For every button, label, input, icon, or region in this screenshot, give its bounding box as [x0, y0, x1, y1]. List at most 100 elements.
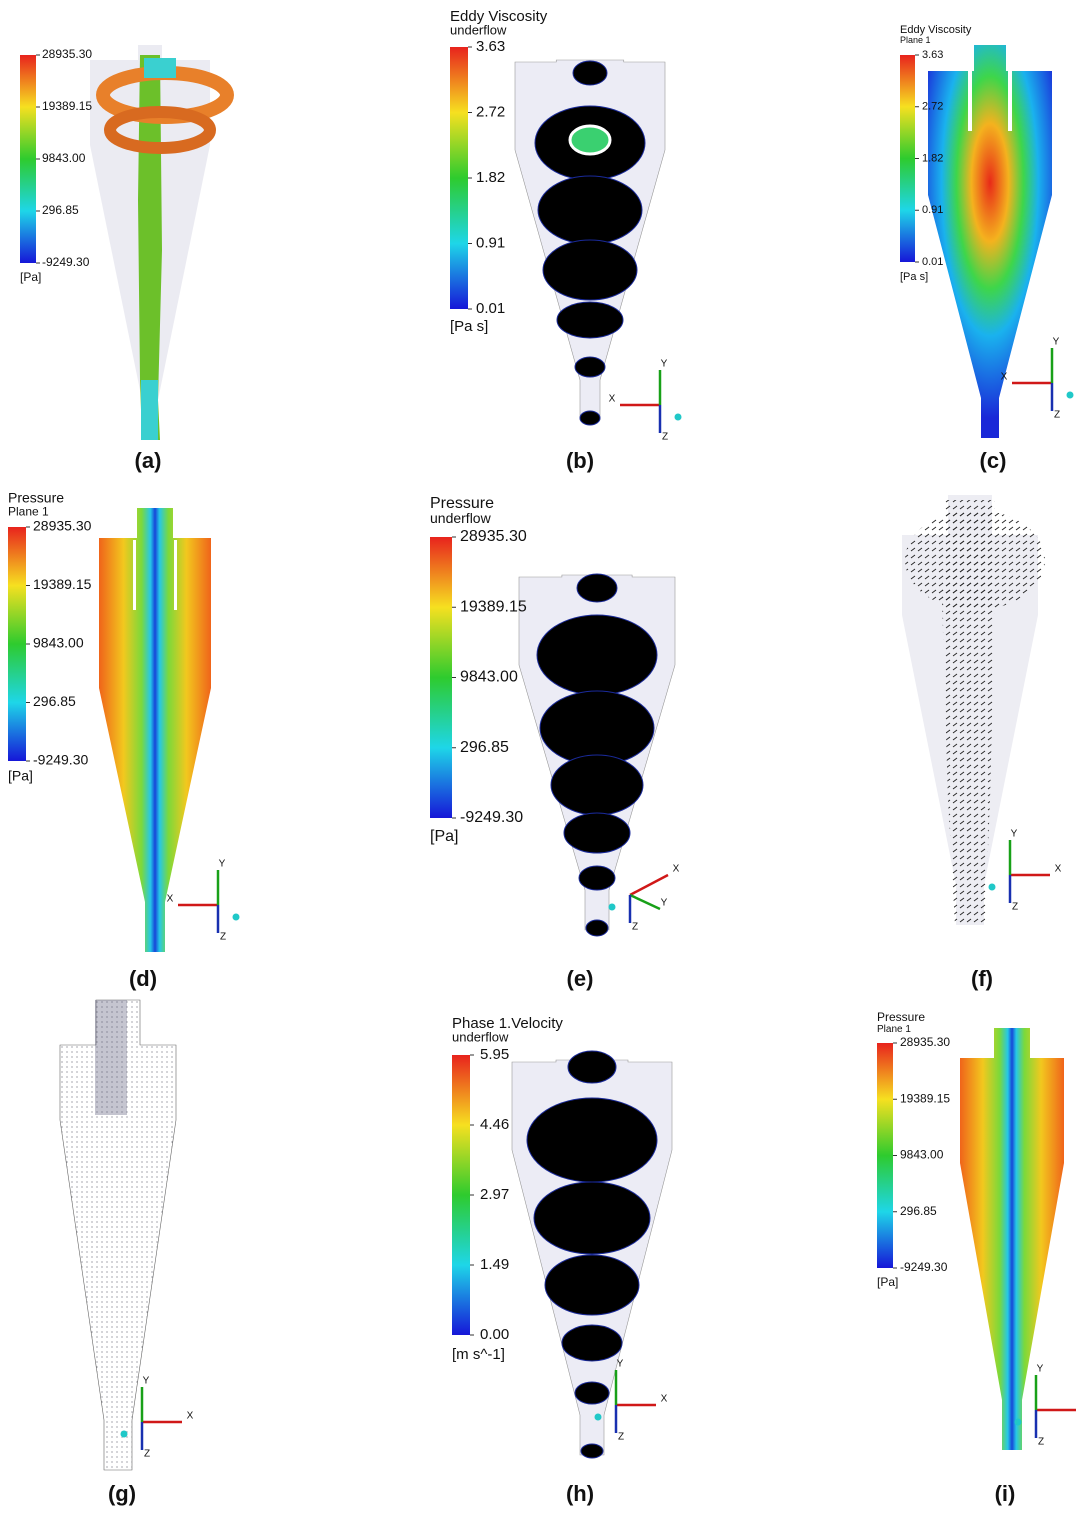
- axis-label: X: [1055, 864, 1062, 875]
- pressure-plane: [960, 1028, 1064, 1450]
- tick-label: 19389.15: [900, 1091, 950, 1105]
- panel: (g): [108, 1481, 136, 1506]
- tick-label: 9843.00: [460, 669, 518, 686]
- axis-label: Z: [220, 932, 226, 943]
- contour-disc: [581, 1444, 603, 1458]
- legend-title: underflow: [452, 1030, 509, 1045]
- tick-label: 28935.30: [460, 528, 527, 545]
- tick-label: -9249.30: [33, 752, 88, 768]
- axis-triad: X Y Z: [609, 359, 682, 443]
- axis-label: Z: [662, 432, 668, 443]
- contour-disc: [545, 1255, 639, 1315]
- color-bar: [450, 47, 468, 309]
- tick-label: 4.46: [480, 1116, 509, 1133]
- panel-label: (d): [129, 966, 157, 991]
- axis-origin: [989, 884, 996, 891]
- panel-label: (g): [108, 1481, 136, 1506]
- axis-label: Z: [1012, 902, 1018, 913]
- tick-label: -9249.30: [900, 1260, 948, 1274]
- legend-unit: [Pa s]: [450, 318, 488, 335]
- contour-disc: [557, 302, 623, 338]
- axis-triad: X Y Z: [989, 829, 1062, 913]
- axis-label: Z: [1038, 1437, 1044, 1448]
- tick-label: -9249.30: [460, 809, 523, 826]
- panel-label: (i): [995, 1481, 1016, 1506]
- contour-disc: [577, 574, 617, 602]
- eddy-viscosity-plane: [928, 45, 1052, 438]
- legend-unit: [Pa]: [8, 768, 33, 784]
- axis-origin: [609, 904, 616, 911]
- legend-title: Pressure: [8, 490, 64, 506]
- contour-disc: [568, 1051, 616, 1083]
- contour-disc: [575, 357, 605, 377]
- vortex-finder: [144, 58, 176, 78]
- axis-origin: [675, 414, 682, 421]
- tick-label: 28935.30: [42, 47, 92, 61]
- contour-disc: [527, 1098, 657, 1182]
- axis-label: Y: [661, 359, 668, 370]
- tick-label: 9843.00: [900, 1148, 944, 1162]
- contour-disc: [579, 866, 615, 890]
- contour-disc: [543, 240, 637, 300]
- legend-title: underflow: [430, 510, 492, 526]
- axis-x: [630, 875, 668, 895]
- contour-disc: [586, 920, 608, 936]
- tick-label: 1.82: [922, 152, 943, 164]
- tick-label: 5.95: [480, 1046, 509, 1063]
- legend-title: Plane 1: [8, 504, 49, 518]
- tick-label: 296.85: [33, 693, 76, 709]
- axis-label: Y: [143, 1376, 150, 1387]
- axis-triad: X Y Z: [167, 859, 240, 943]
- axis-origin: [1067, 392, 1074, 399]
- panel-label: (f): [971, 966, 993, 991]
- axis-label: X: [167, 894, 174, 905]
- pressure-isosurface: [141, 380, 158, 440]
- axis-label: Z: [618, 1432, 624, 1443]
- axis-label: Y: [661, 898, 668, 909]
- color-bar: [877, 1043, 893, 1268]
- axis-label: X: [1001, 372, 1008, 383]
- color-bar: [8, 527, 26, 761]
- panel-label: (b): [566, 448, 594, 473]
- tick-label: 0.00: [480, 1326, 509, 1343]
- axis-label: Y: [219, 859, 226, 870]
- vortex-finder-gap: [174, 540, 177, 610]
- axis-origin: [1015, 1419, 1022, 1426]
- axis-label: X: [187, 1411, 194, 1422]
- axis-label: Y: [1011, 829, 1018, 840]
- contour-disc: [534, 1182, 650, 1254]
- pressure-plane: [99, 508, 211, 952]
- axis-label: Y: [1037, 1364, 1044, 1375]
- tick-label: 9843.00: [42, 151, 86, 165]
- legend-title: Pressure: [877, 1010, 925, 1024]
- tick-label: 19389.15: [460, 598, 527, 615]
- tick-label: -9249.30: [42, 255, 90, 269]
- axis-triad: XYZ: [609, 864, 680, 933]
- tick-label: 28935.30: [900, 1035, 950, 1049]
- tick-label: 3.63: [922, 49, 943, 61]
- axis-label: X: [609, 394, 616, 405]
- tick-label: 2.72: [922, 101, 943, 113]
- tick-label: 296.85: [900, 1204, 937, 1218]
- color-bar: [452, 1055, 470, 1335]
- contour-disc: [575, 1382, 609, 1404]
- tick-label: 19389.15: [42, 99, 92, 113]
- velocity-vectors: [905, 510, 1045, 610]
- contour-disc: [580, 411, 600, 425]
- panel-label: (c): [980, 448, 1007, 473]
- legend-unit: [Pa]: [430, 828, 458, 845]
- tick-label: 296.85: [42, 203, 79, 217]
- tick-label: 0.91: [922, 204, 943, 216]
- tick-label: 0.91: [476, 234, 505, 251]
- legend-title: Plane 1: [900, 35, 931, 45]
- axis-label: Y: [1053, 337, 1060, 348]
- axis-label: Z: [144, 1449, 150, 1460]
- color-bar: [20, 55, 36, 263]
- vortex-finder: [95, 1000, 127, 1115]
- contour-disc: [540, 691, 654, 765]
- contour-disc: [551, 755, 643, 815]
- axis-origin: [595, 1414, 602, 1421]
- tick-label: 2.97: [480, 1186, 509, 1203]
- legend-title: underflow: [450, 23, 507, 38]
- axis-origin: [121, 1431, 128, 1438]
